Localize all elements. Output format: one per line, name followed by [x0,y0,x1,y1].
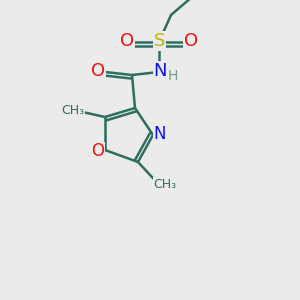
Text: O: O [91,142,104,160]
Text: O: O [184,32,198,50]
Text: S: S [154,32,165,50]
Text: O: O [120,32,134,50]
Text: CH₃: CH₃ [153,178,177,191]
Text: N: N [153,125,166,143]
Text: O: O [91,61,106,80]
Text: N: N [154,61,167,80]
Text: CH₃: CH₃ [61,104,84,117]
Text: H: H [167,70,178,83]
